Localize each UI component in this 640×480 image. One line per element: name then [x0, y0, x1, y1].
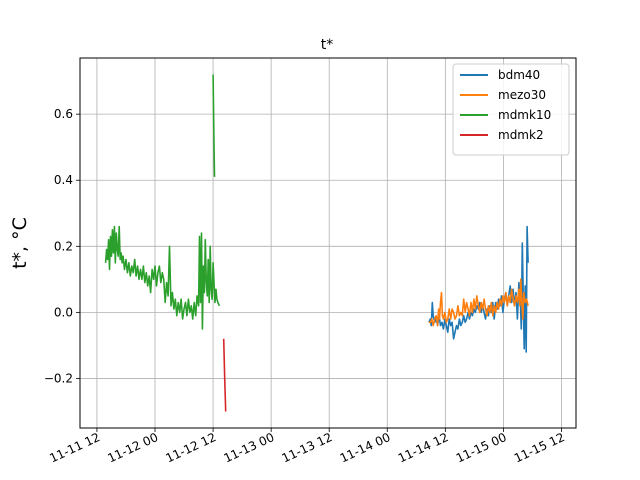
series-line-mezo30	[428, 278, 529, 327]
legend-box	[452, 63, 570, 156]
legend: bdm40 mezo30 mdmk10 mdmk2	[452, 63, 570, 156]
y-tick-label: 0.0	[54, 305, 73, 319]
x-tick-label: 11-13 00	[222, 430, 277, 465]
legend-label-bdm40: bdm40	[498, 68, 540, 82]
x-tick-label: 11-13 12	[280, 430, 335, 465]
series-line-mdmk2	[222, 338, 227, 412]
legend-label-mezo30: mezo30	[498, 88, 546, 102]
legend-label-mdmk10: mdmk10	[498, 108, 551, 122]
y-axis: −0.2 0.0 0.2 0.4 0.6	[44, 107, 80, 385]
x-tick-label: 11-12 12	[164, 430, 219, 465]
x-tick-label: 11-14 00	[338, 430, 393, 465]
y-tick-label: 0.2	[54, 239, 73, 253]
series-line-bdm40	[428, 225, 529, 353]
series-line-mdmk10	[104, 74, 221, 330]
x-tick-label: 11-12 00	[105, 430, 160, 465]
legend-label-mdmk2: mdmk2	[498, 128, 544, 142]
y-tick-label: −0.2	[44, 371, 73, 385]
x-tick-label: 11-15 12	[512, 430, 567, 465]
series-lines	[104, 74, 529, 412]
x-tick-label: 11-14 12	[396, 430, 451, 465]
y-tick-label: 0.4	[54, 173, 73, 187]
x-tick-label: 11-15 00	[454, 430, 509, 465]
chart-title: t*	[321, 37, 334, 53]
plot-frame	[79, 57, 577, 429]
x-tick-label: 11-11 12	[47, 430, 102, 465]
y-tick-label: 0.6	[54, 107, 73, 121]
x-axis: 11-11 12 11-12 00 11-12 12 11-13 00 11-13 12…	[47, 428, 567, 466]
y-axis-label: t*, °C	[9, 217, 31, 269]
